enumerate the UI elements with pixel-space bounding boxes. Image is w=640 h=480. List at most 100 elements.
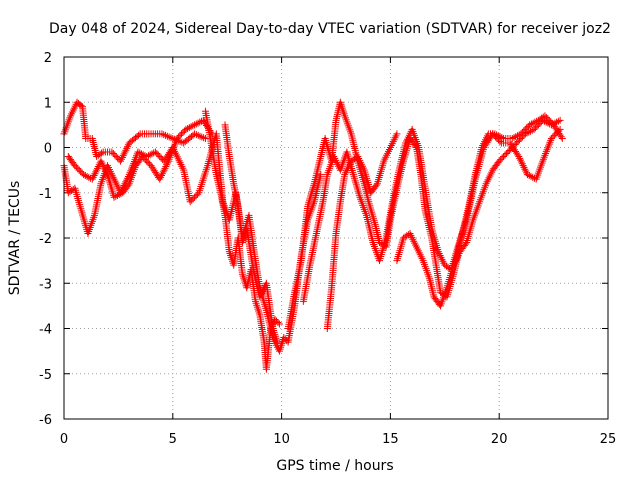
data-point	[189, 195, 197, 203]
x-tick-label: 15	[382, 432, 399, 447]
data-point	[255, 309, 263, 317]
data-point	[161, 164, 169, 172]
data-point	[521, 165, 529, 173]
data-point	[71, 162, 79, 170]
data-point	[156, 153, 164, 161]
data-point	[491, 130, 499, 138]
data-point	[90, 172, 98, 180]
data-point	[144, 152, 152, 160]
data-point	[527, 120, 535, 128]
data-point	[153, 150, 161, 158]
data-point	[173, 134, 181, 142]
data-point	[160, 166, 168, 174]
data-point	[160, 131, 168, 139]
data-point	[92, 168, 100, 176]
data-point	[117, 157, 125, 165]
data-point	[81, 172, 89, 180]
data-point	[77, 102, 85, 110]
data-point	[114, 154, 122, 162]
data-point	[157, 172, 165, 180]
data-point	[196, 132, 204, 140]
data-point	[527, 172, 535, 180]
data-point	[273, 317, 281, 325]
data-point	[186, 198, 194, 206]
data-point	[135, 131, 143, 139]
data-point	[134, 148, 142, 156]
data-point	[513, 132, 521, 140]
data-point	[508, 134, 516, 142]
data-point	[520, 163, 528, 171]
data-point	[508, 144, 516, 151]
data-point	[513, 139, 521, 147]
data-point	[179, 128, 187, 136]
data-point	[157, 173, 165, 181]
data-point	[517, 158, 525, 166]
data-point	[545, 116, 553, 124]
data-point	[178, 130, 186, 138]
data-point	[75, 166, 83, 174]
data-point	[554, 117, 562, 125]
data-point	[556, 116, 564, 124]
data-point	[393, 130, 401, 138]
data-point	[184, 124, 192, 132]
data-point	[192, 192, 200, 200]
data-point	[154, 151, 162, 159]
data-point	[144, 159, 152, 167]
data-point	[123, 144, 131, 152]
data-point	[502, 150, 510, 158]
data-point	[512, 133, 520, 141]
data-point	[239, 272, 247, 280]
data-point	[162, 131, 170, 139]
data-point	[158, 130, 166, 138]
data-point	[194, 131, 202, 139]
data-point	[164, 159, 172, 167]
data-point	[547, 134, 555, 142]
data-point	[143, 157, 151, 165]
data-point	[108, 148, 116, 156]
data-point	[529, 119, 537, 127]
data-point	[115, 191, 123, 199]
data-point	[124, 143, 132, 151]
data-point	[201, 134, 209, 142]
data-point	[193, 190, 201, 198]
data-point	[531, 118, 539, 126]
data-point	[317, 171, 325, 179]
data-point	[505, 147, 513, 155]
data-point	[191, 130, 199, 138]
data-point	[520, 127, 528, 135]
x-axis-label: GPS time / hours	[276, 458, 393, 474]
data-point	[121, 148, 129, 156]
data-point	[523, 124, 531, 132]
data-point	[255, 307, 263, 315]
data-point	[493, 131, 501, 139]
data-point	[117, 155, 125, 163]
y-tick-label: -3	[39, 277, 52, 292]
data-point	[526, 121, 534, 129]
x-tick-label: 10	[273, 432, 290, 447]
data-point	[497, 156, 505, 164]
y-tick-label: -5	[39, 368, 52, 383]
data-point	[494, 132, 502, 140]
data-point	[507, 145, 515, 153]
data-point	[198, 133, 206, 141]
data-point	[89, 173, 97, 181]
data-point	[74, 165, 82, 173]
y-tick-label: -2	[39, 232, 52, 247]
data-point	[515, 153, 523, 161]
data-point	[77, 168, 85, 176]
data-point	[111, 151, 119, 159]
data-point	[252, 299, 260, 307]
data-point	[178, 138, 186, 146]
x-tick-label: 5	[169, 432, 177, 447]
data-point	[226, 250, 234, 258]
data-point	[192, 120, 200, 128]
data-point	[254, 305, 262, 313]
data-point	[182, 125, 190, 133]
data-point	[185, 124, 193, 132]
data-point	[192, 131, 200, 139]
data-point	[340, 110, 348, 118]
data-point	[151, 148, 159, 156]
data-point	[522, 167, 530, 175]
